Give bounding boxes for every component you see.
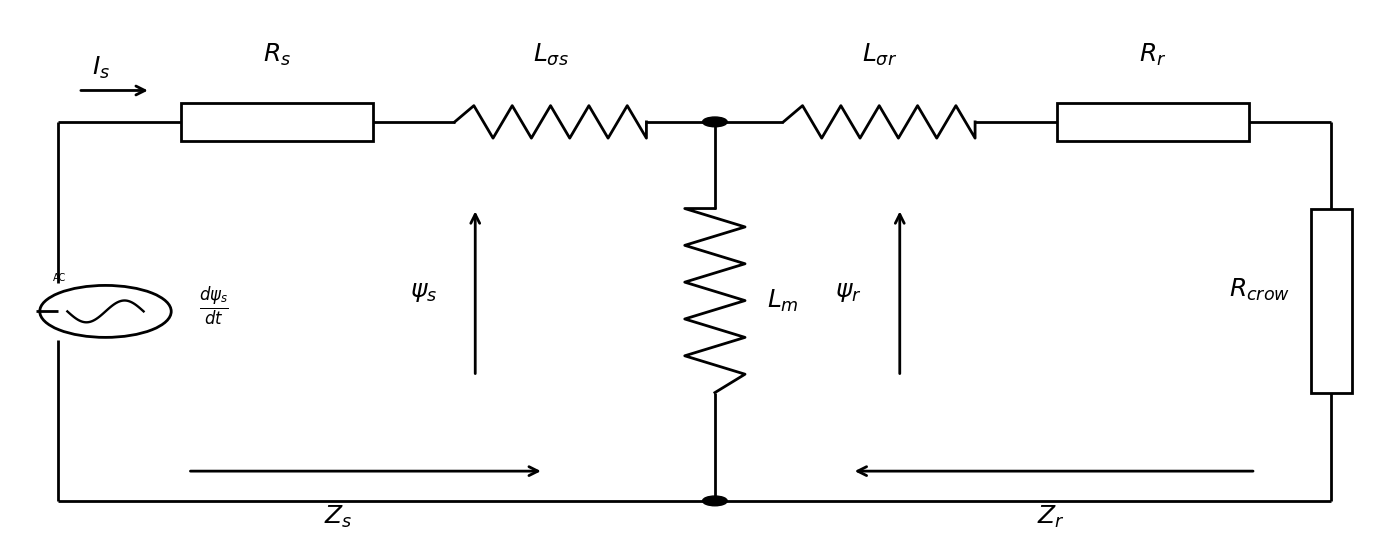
Text: AC: AC xyxy=(52,273,66,283)
Text: $I_s$: $I_s$ xyxy=(92,55,110,82)
Text: $\psi_s$: $\psi_s$ xyxy=(410,281,437,304)
Text: $L_{\sigma s}$: $L_{\sigma s}$ xyxy=(532,42,568,68)
Text: $Z_r$: $Z_r$ xyxy=(1037,504,1064,530)
Text: $R_r$: $R_r$ xyxy=(1140,42,1167,68)
Text: $Z_s$: $Z_s$ xyxy=(324,504,352,530)
FancyBboxPatch shape xyxy=(180,103,373,141)
Text: $L_m$: $L_m$ xyxy=(767,288,799,313)
Text: $R_{crow}$: $R_{crow}$ xyxy=(1229,277,1291,303)
Circle shape xyxy=(703,117,727,127)
Text: $\psi_r$: $\psi_r$ xyxy=(835,281,861,304)
FancyBboxPatch shape xyxy=(1310,208,1352,393)
Text: $L_{\sigma r}$: $L_{\sigma r}$ xyxy=(862,42,896,68)
FancyBboxPatch shape xyxy=(1057,103,1248,141)
Circle shape xyxy=(703,496,727,506)
Text: $R_s$: $R_s$ xyxy=(263,42,290,68)
Text: $\frac{d\psi_s}{dt}$: $\frac{d\psi_s}{dt}$ xyxy=(198,284,228,328)
